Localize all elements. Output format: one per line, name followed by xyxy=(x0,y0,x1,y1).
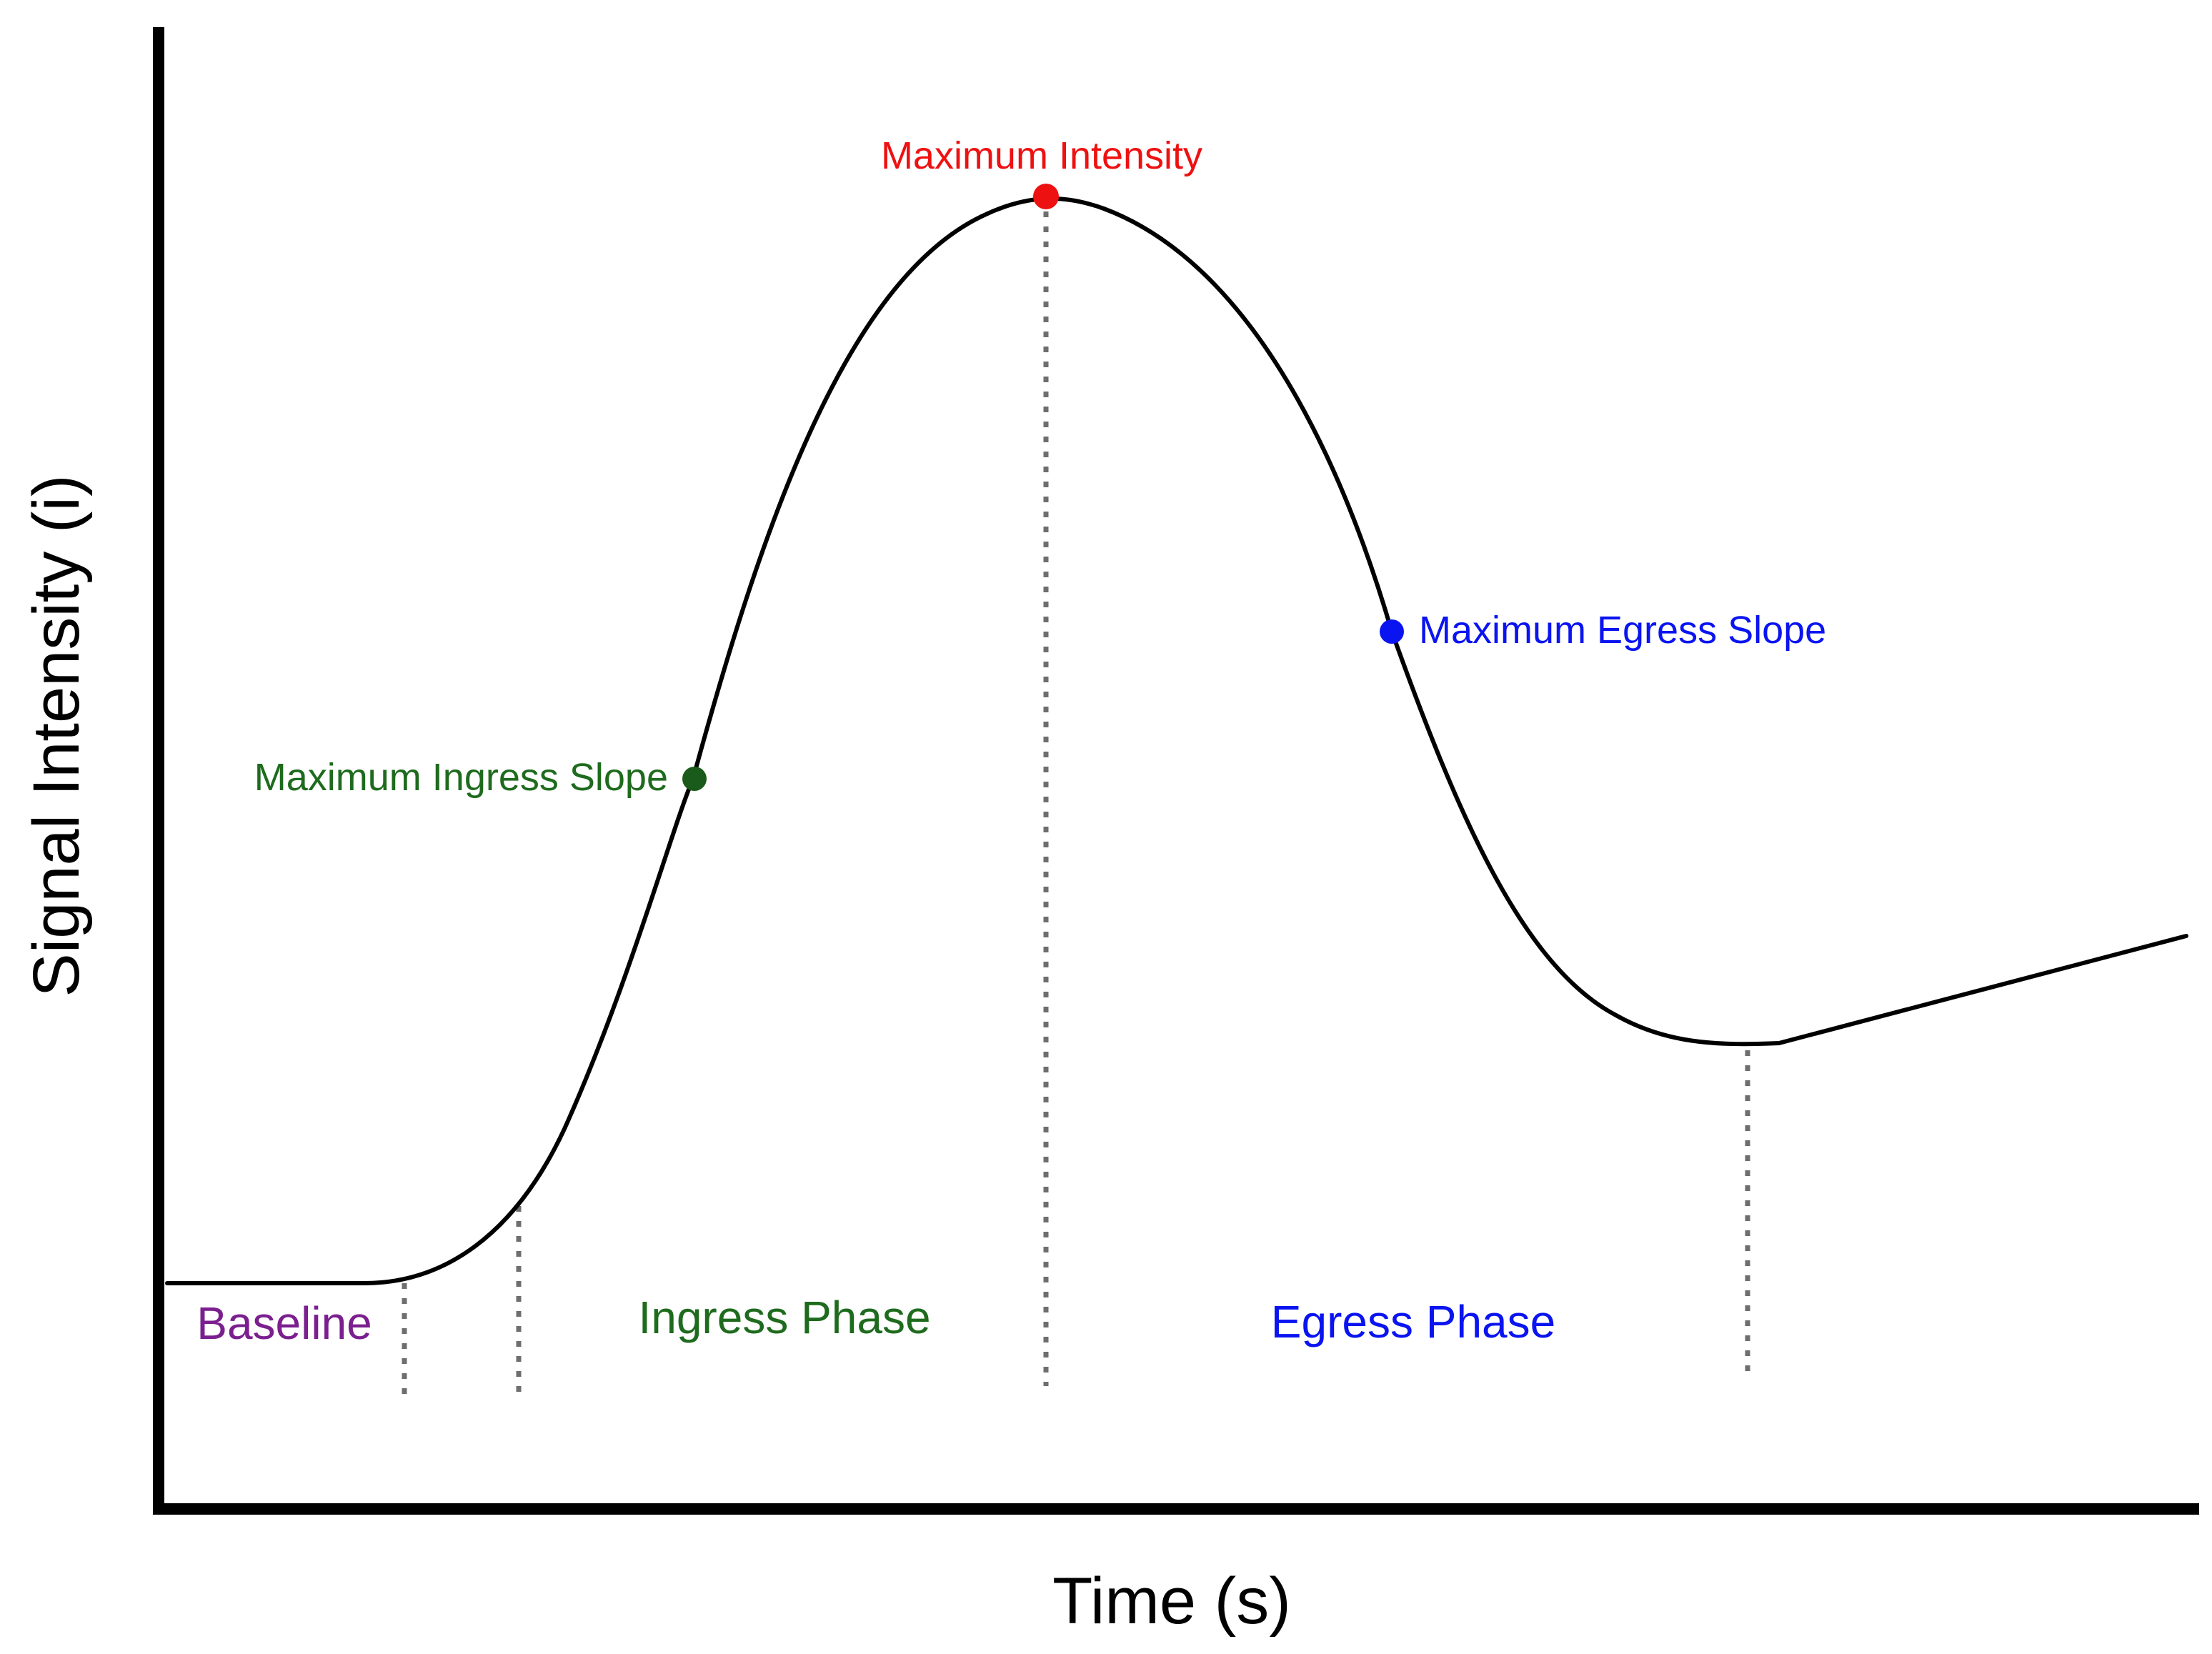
egress-phase-label: Egress Phase xyxy=(1271,1296,1555,1347)
signal-intensity-curve xyxy=(165,196,2188,1285)
y-axis-title: Signal Intensity (i) xyxy=(20,474,93,997)
maximum-egress-slope-point xyxy=(1380,619,1404,644)
x-axis-title: Time (s) xyxy=(1052,1565,1291,1638)
maximum-ingress-slope-label: Maximum Ingress Slope xyxy=(254,756,668,799)
maximum-egress-slope-label: Maximum Egress Slope xyxy=(1419,609,1826,652)
baseline-label: Baseline xyxy=(196,1297,372,1349)
ingress-phase-label: Ingress Phase xyxy=(638,1292,930,1343)
maximum-ingress-slope-point xyxy=(682,767,707,791)
maximum-intensity-point xyxy=(1033,184,1059,209)
maximum-intensity-label: Maximum Intensity xyxy=(881,134,1202,177)
